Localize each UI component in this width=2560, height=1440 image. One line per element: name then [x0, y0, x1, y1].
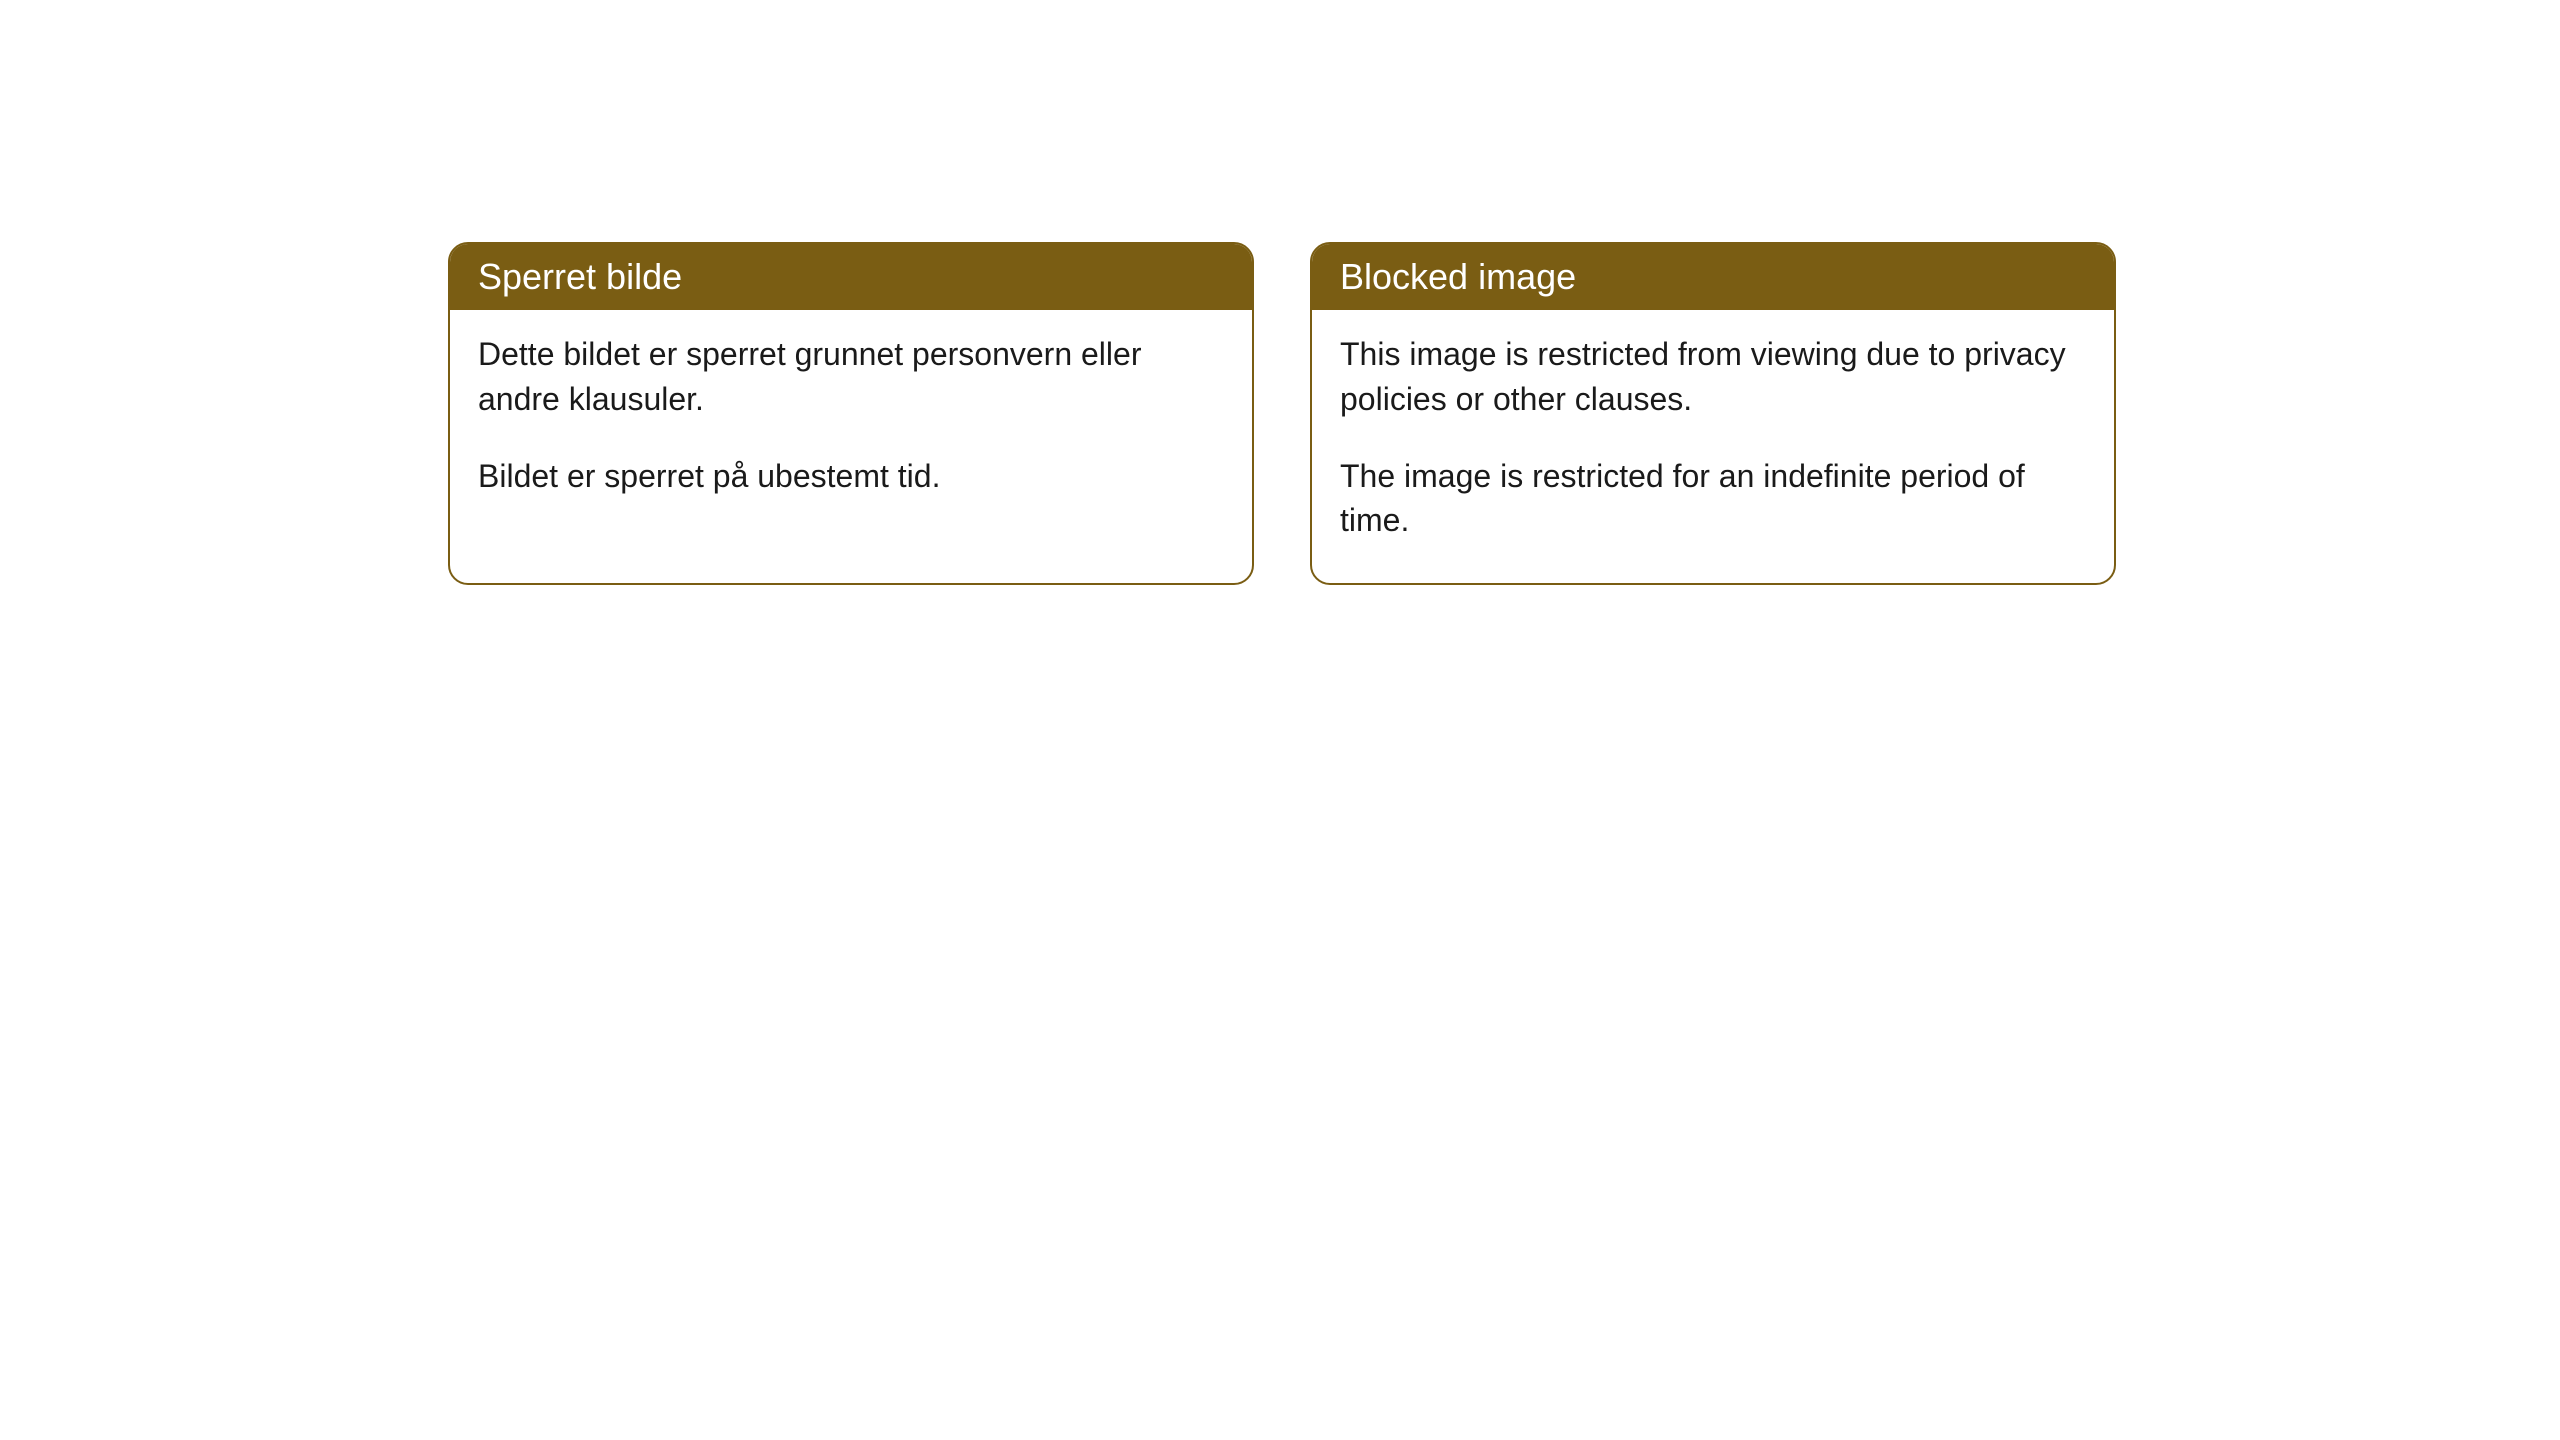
notice-card-english: Blocked image This image is restricted f…	[1310, 242, 2116, 585]
notice-paragraph: This image is restricted from viewing du…	[1340, 332, 2086, 422]
notice-paragraph: The image is restricted for an indefinit…	[1340, 454, 2086, 544]
notice-container: Sperret bilde Dette bildet er sperret gr…	[448, 242, 2116, 585]
notice-paragraph: Bildet er sperret på ubestemt tid.	[478, 454, 1224, 499]
notice-header: Blocked image	[1312, 244, 2114, 310]
notice-title: Blocked image	[1340, 256, 1576, 297]
notice-header: Sperret bilde	[450, 244, 1252, 310]
notice-body: Dette bildet er sperret grunnet personve…	[450, 310, 1252, 538]
notice-paragraph: Dette bildet er sperret grunnet personve…	[478, 332, 1224, 422]
notice-title: Sperret bilde	[478, 256, 682, 297]
notice-body: This image is restricted from viewing du…	[1312, 310, 2114, 583]
notice-card-norwegian: Sperret bilde Dette bildet er sperret gr…	[448, 242, 1254, 585]
